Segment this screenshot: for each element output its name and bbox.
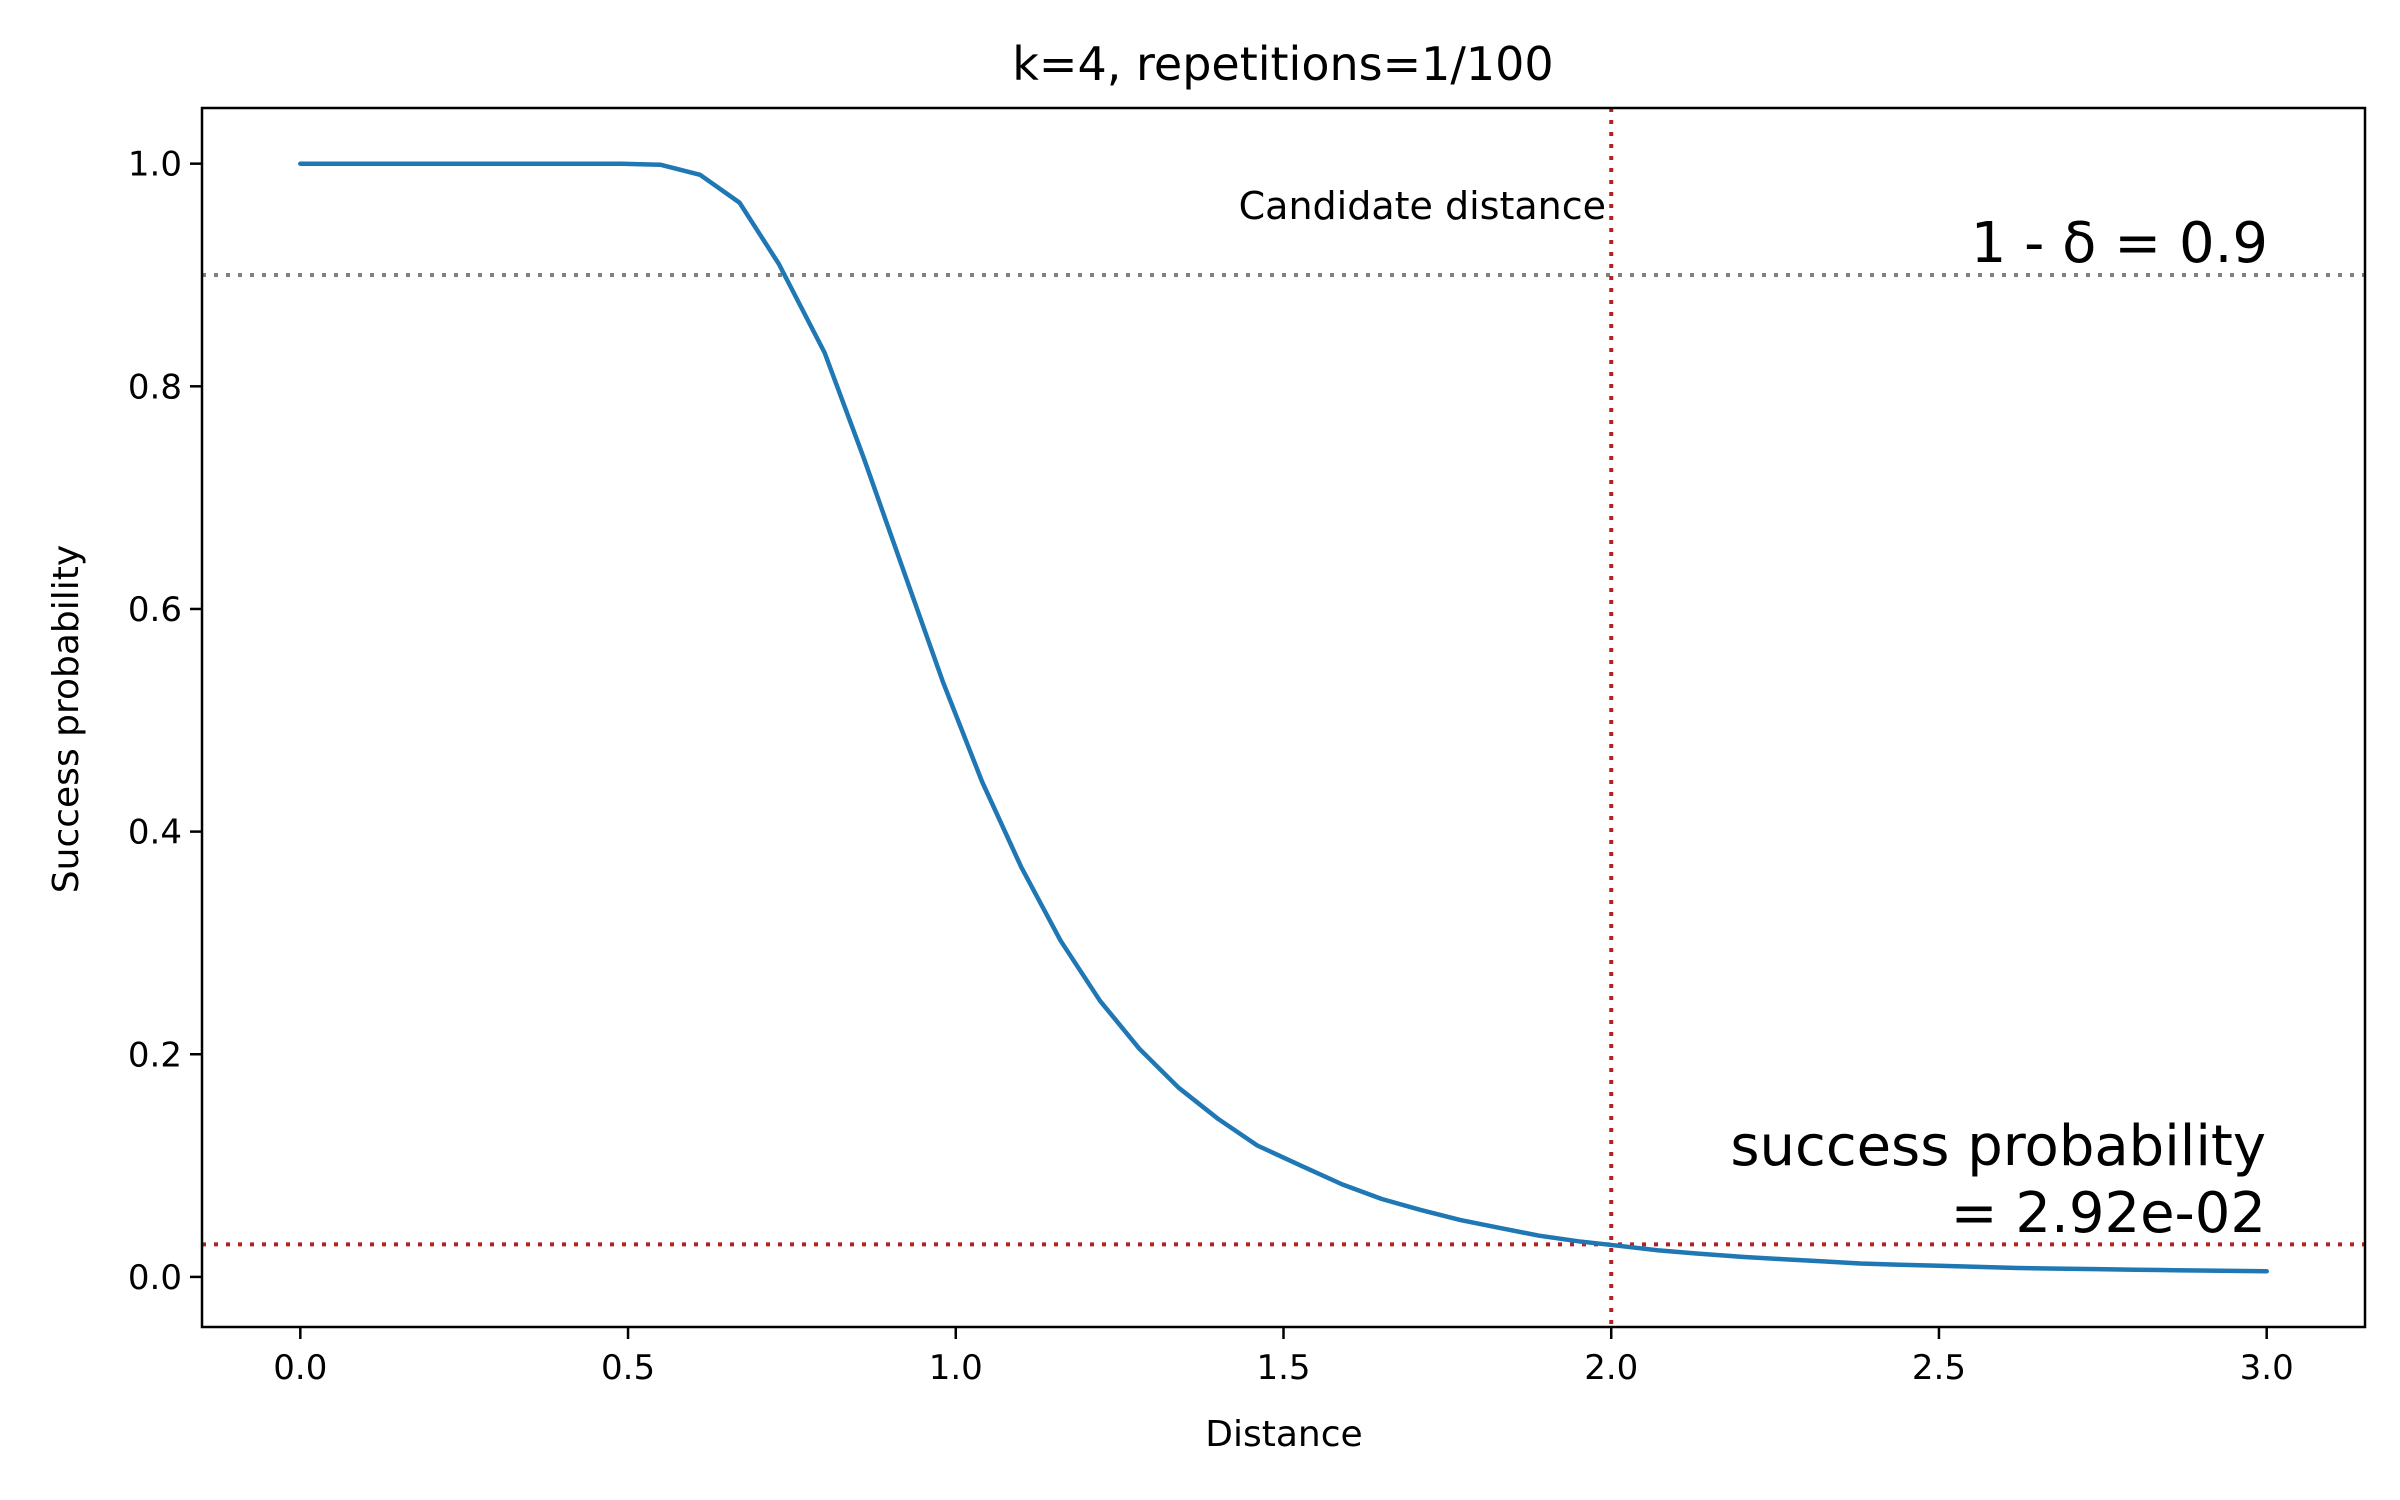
- y-tick-label: 0.6: [128, 590, 182, 630]
- y-tick-label: 0.0: [128, 1258, 182, 1298]
- x-tick-label: 1.0: [929, 1348, 983, 1388]
- candidate-distance-annotation: Candidate distance: [1239, 184, 1606, 228]
- series-line-0: [298, 161, 2269, 1274]
- y-tick-label: 0.4: [128, 813, 182, 853]
- x-tick-label: 0.0: [273, 1348, 327, 1388]
- y-tick-label: 1.0: [128, 145, 182, 185]
- x-axis: 0.0 0.5 1.0 1.5 2.0 2.5 3.0: [273, 1327, 2294, 1388]
- x-tick-label: 2.5: [1912, 1348, 1966, 1388]
- result-annotation-line1: success probability: [1730, 1114, 2266, 1179]
- x-tick-label: 0.5: [601, 1348, 655, 1388]
- series-layer: [298, 161, 2269, 1274]
- y-axis: 0.0 0.2 0.4 0.6 0.8 1.0: [128, 145, 202, 1298]
- x-tick-label: 3.0: [2240, 1348, 2294, 1388]
- plot-area: [202, 108, 2365, 1327]
- y-tick-label: 0.8: [128, 367, 182, 407]
- y-tick-label: 0.2: [128, 1035, 182, 1075]
- chart-title: k=4, repetitions=1/100: [1012, 37, 1553, 91]
- y-axis-label: Success probability: [46, 545, 87, 893]
- x-axis-label: Distance: [1205, 1414, 1362, 1455]
- threshold-annotation: 1 - δ = 0.9: [1971, 211, 2268, 276]
- x-tick-label: 1.5: [1256, 1348, 1310, 1388]
- reference-lines: [202, 108, 2365, 1327]
- x-tick-label: 2.0: [1584, 1348, 1638, 1388]
- result-annotation-line2: = 2.92e-02: [1951, 1181, 2266, 1246]
